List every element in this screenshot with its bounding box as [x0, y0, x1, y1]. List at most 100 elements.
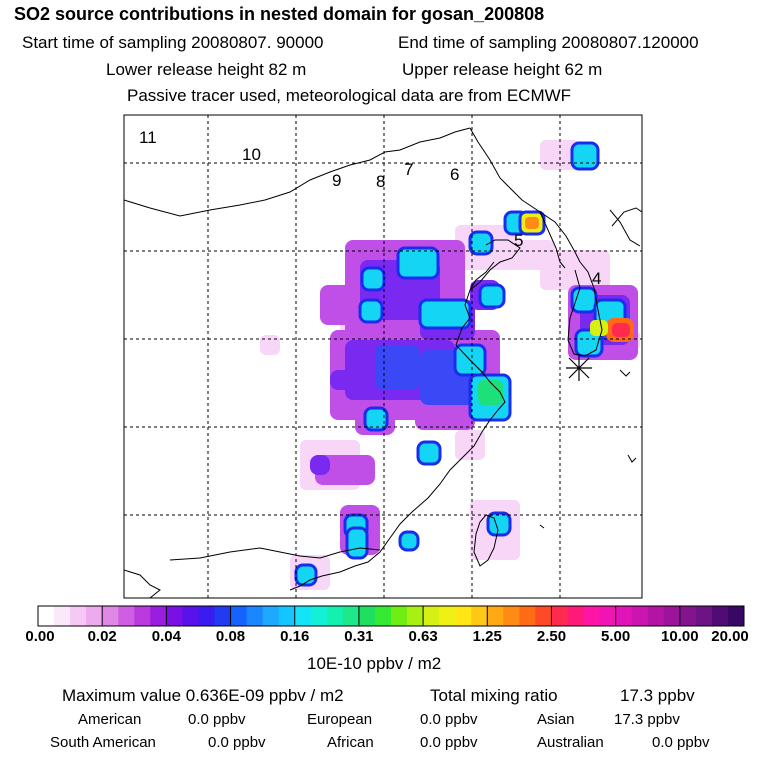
region-label: 10: [242, 145, 261, 164]
region-label: 9: [332, 171, 341, 190]
concentration-cell: [455, 430, 485, 460]
concentration-cell: [398, 530, 420, 552]
colorbar-cell: [118, 606, 135, 626]
region-label: 5: [514, 231, 523, 250]
concentration-cell: [345, 526, 369, 560]
colorbar-tick-label: 20.00: [711, 628, 749, 645]
colorbar-cell: [246, 606, 264, 626]
colorbar-cell: [695, 606, 713, 626]
concentration-cell: [396, 246, 440, 280]
concentration-cell: [574, 328, 604, 358]
concentration-cell: [358, 298, 384, 324]
source-label: European: [307, 711, 373, 728]
region-label: 4: [592, 269, 601, 288]
colorbar-cell: [86, 606, 103, 626]
source-value: 0.0 ppbv: [188, 711, 246, 728]
colorbar-cell: [182, 606, 199, 626]
colorbar-cell: [567, 606, 585, 626]
colorbar-cell: [519, 606, 536, 626]
source-value: 17.3 ppbv: [614, 711, 680, 728]
max-value: Maximum value 0.636E-09 ppbv / m2: [62, 686, 344, 705]
concentration-cell: [612, 323, 630, 337]
total-mixing-label: Total mixing ratio: [430, 686, 558, 705]
concentration-cell: [418, 298, 472, 330]
colorbar-cell: [583, 606, 601, 626]
source-value: 0.0 ppbv: [420, 711, 478, 728]
region-label: 7: [404, 160, 413, 179]
colorbar-cell: [198, 606, 215, 626]
concentration-cell: [430, 375, 460, 405]
colorbar-tick-label: 5.00: [601, 628, 631, 645]
concentration-cell: [590, 320, 608, 336]
colorbar-cell: [54, 606, 71, 626]
colorbar-cell: [599, 606, 617, 626]
colorbar-cell: [407, 606, 424, 626]
region-label: 8: [376, 172, 385, 191]
source-label: African: [327, 734, 374, 751]
concentration-field: [260, 140, 640, 590]
source-label: Australian: [537, 734, 604, 751]
concentration-cell: [478, 380, 503, 405]
colorbar-tick-label: 0.00: [25, 628, 55, 645]
tracer-note: Passive tracer used, meteorological data…: [127, 86, 572, 105]
colorbar-cell: [647, 606, 665, 626]
colorbar-unit: 10E-10 ppbv / m2: [307, 654, 442, 673]
concentration-cell: [310, 455, 330, 475]
colorbar-cell: [727, 606, 745, 626]
colorbar-tick-label: 0.02: [87, 628, 117, 645]
concentration-cell: [320, 285, 360, 325]
colorbar-tick-label: 2.50: [536, 628, 567, 645]
end-time: End time of sampling 20080807.120000: [398, 33, 699, 52]
colorbar-cell: [503, 606, 520, 626]
colorbar-cell: [391, 606, 408, 626]
colorbar-cell: [487, 606, 504, 626]
region-label: 11: [139, 128, 157, 147]
concentration-cell: [260, 335, 280, 355]
colorbar-cell: [535, 606, 552, 626]
colorbar-cell: [102, 606, 119, 626]
colorbar-cell: [551, 606, 568, 626]
total-mixing-value: 17.3 ppbv: [620, 686, 695, 705]
colorbar-cell: [615, 606, 633, 626]
colorbar-cell: [358, 606, 376, 626]
colorbar-cell: [310, 606, 328, 626]
colorbar-cell: [455, 606, 472, 626]
source-label: South American: [50, 734, 156, 751]
source-label: Asian: [537, 711, 575, 728]
colorbar-cell: [342, 606, 360, 626]
concentration-cell: [330, 370, 360, 390]
concentration-cell: [315, 455, 375, 485]
concentration-cell: [363, 406, 389, 432]
map-title: SO2 source contributions in nested domai…: [14, 4, 545, 24]
colorbar-cell: [423, 606, 440, 626]
source-label: American: [78, 711, 142, 728]
colorbar-cell: [134, 606, 151, 626]
concentration-cell: [375, 345, 420, 390]
colorbar-cell: [663, 606, 681, 626]
receptor-marker: [566, 355, 592, 381]
source-value: 0.0 ppbv: [208, 734, 266, 751]
colorbar-tick-label: 1.25: [472, 628, 502, 645]
concentration-cell: [570, 141, 600, 171]
concentration-cell: [478, 283, 506, 309]
colorbar-cell: [326, 606, 344, 626]
colorbar-cell: [471, 606, 488, 626]
colorbar-tick-label: 0.16: [280, 628, 310, 645]
colorbar-tick-label: 0.63: [408, 628, 438, 645]
colorbar-cell: [214, 606, 232, 626]
colorbar-tick-label: 10.00: [661, 628, 699, 645]
region-label: 6: [450, 165, 459, 184]
upper-release-height: Upper release height 62 m: [402, 60, 603, 79]
source-value: 0.0 ppbv: [652, 734, 710, 751]
colorbar-tick-label: 0.04: [151, 628, 181, 645]
concentration-cell: [468, 230, 494, 256]
concentration-cell: [486, 511, 512, 537]
colorbar-cell: [262, 606, 280, 626]
colorbar-cell: [278, 606, 296, 626]
colorbar-cell: [711, 606, 729, 626]
colorbar-cell: [631, 606, 649, 626]
colorbar-cell: [70, 606, 87, 626]
map-frame: [123, 114, 643, 599]
